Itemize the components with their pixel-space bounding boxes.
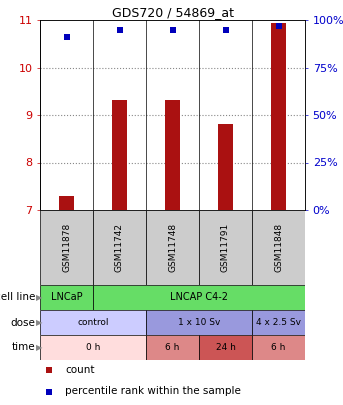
Text: time: time bbox=[11, 343, 35, 352]
Text: 6 h: 6 h bbox=[165, 343, 180, 352]
Text: GSM11878: GSM11878 bbox=[62, 223, 71, 272]
Text: cell line: cell line bbox=[0, 292, 35, 303]
Text: percentile rank within the sample: percentile rank within the sample bbox=[65, 386, 241, 396]
Bar bbox=[146, 335, 199, 360]
Text: dose: dose bbox=[10, 318, 35, 328]
Bar bbox=[146, 210, 199, 285]
Bar bbox=[146, 310, 252, 335]
Text: 4 x 2.5 Sv: 4 x 2.5 Sv bbox=[256, 318, 301, 327]
Bar bbox=[111, 100, 128, 210]
Bar bbox=[40, 310, 146, 335]
Text: control: control bbox=[77, 318, 109, 327]
Text: 6 h: 6 h bbox=[271, 343, 286, 352]
Bar bbox=[199, 335, 252, 360]
Bar bbox=[252, 310, 305, 335]
Text: GSM11748: GSM11748 bbox=[168, 223, 177, 272]
Text: LNCAP C4-2: LNCAP C4-2 bbox=[170, 292, 228, 303]
Bar bbox=[252, 210, 305, 285]
Bar bbox=[217, 124, 234, 210]
Bar bbox=[40, 285, 93, 310]
Text: GSM11848: GSM11848 bbox=[274, 223, 283, 272]
Bar bbox=[93, 210, 146, 285]
Bar bbox=[199, 210, 252, 285]
Text: LNCaP: LNCaP bbox=[51, 292, 82, 303]
Bar bbox=[93, 285, 305, 310]
Bar bbox=[252, 335, 305, 360]
Text: 24 h: 24 h bbox=[215, 343, 235, 352]
Text: GSM11742: GSM11742 bbox=[115, 223, 124, 272]
Title: GDS720 / 54869_at: GDS720 / 54869_at bbox=[111, 6, 234, 19]
Bar bbox=[40, 210, 93, 285]
Bar bbox=[165, 100, 180, 210]
Text: ▶: ▶ bbox=[36, 343, 43, 352]
Bar bbox=[271, 23, 286, 210]
Text: count: count bbox=[65, 365, 95, 375]
Text: 1 x 10 Sv: 1 x 10 Sv bbox=[178, 318, 220, 327]
Bar bbox=[59, 196, 74, 210]
Text: GSM11791: GSM11791 bbox=[221, 223, 230, 272]
Bar bbox=[40, 335, 146, 360]
Text: ▶: ▶ bbox=[36, 318, 43, 327]
Text: 0 h: 0 h bbox=[86, 343, 100, 352]
Text: ▶: ▶ bbox=[36, 293, 43, 302]
